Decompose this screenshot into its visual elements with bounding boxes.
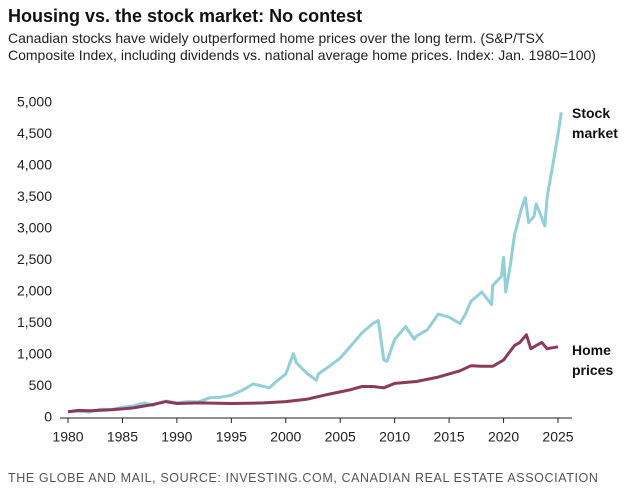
y-tick-label: 500 (29, 377, 53, 393)
y-tick-label: 4,500 (17, 125, 52, 141)
y-tick-label: 2,500 (17, 251, 52, 267)
y-tick-label: 0 (44, 409, 52, 425)
x-tick-label: 2000 (270, 429, 301, 445)
x-tick-label: 2025 (542, 429, 573, 445)
y-tick-label: 4,000 (17, 157, 52, 173)
x-tick-label: 2015 (434, 429, 465, 445)
y-tick-label: 3,500 (17, 188, 52, 204)
x-tick-label: 2020 (488, 429, 519, 445)
x-tick-label: 1995 (216, 429, 247, 445)
x-tick-label: 1985 (107, 429, 138, 445)
chart-subtitle: Canadian stocks have widely outperformed… (8, 30, 596, 63)
y-tick-label: 1,000 (17, 346, 52, 362)
y-tick-label: 1,500 (17, 314, 52, 330)
series-label: Home prices (572, 342, 614, 378)
x-tick-label: 2005 (325, 429, 356, 445)
series-label: Stock market (572, 105, 618, 141)
source-note: THE GLOBE AND MAIL, SOURCE: INVESTING.CO… (8, 471, 599, 485)
series-line (67, 333, 559, 414)
x-tick-label: 1980 (52, 429, 83, 445)
x-tick-label: 2010 (379, 429, 410, 445)
x-tick-label: 1990 (161, 429, 192, 445)
chart-title: Housing vs. the stock market: No contest (8, 6, 363, 26)
y-tick-label: 5,000 (17, 94, 52, 110)
y-tick-label: 3,000 (17, 220, 52, 236)
y-tick-label: 2,000 (17, 283, 52, 299)
